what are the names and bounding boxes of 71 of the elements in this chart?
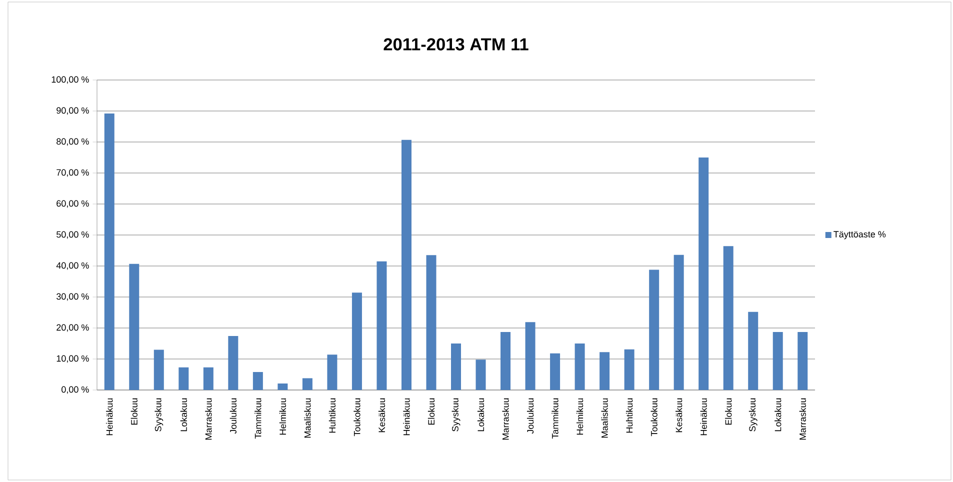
bar [278, 383, 288, 390]
bar [772, 332, 783, 390]
x-tick-label: Heinäkuu [106, 398, 113, 436]
x-tick-label: Lokakuu [774, 398, 782, 432]
bar [798, 332, 808, 390]
x-tick-label: Elokuu [428, 398, 435, 425]
x-tick-label: Huhtikuu [626, 398, 633, 433]
bar [104, 113, 114, 390]
x-tick-label: Lokakuu [180, 398, 187, 432]
legend-label: Täyttöaste % [834, 231, 886, 240]
x-tick-label: Syyskuu [748, 398, 758, 432]
x-tick-label: Syyskuu [154, 398, 164, 432]
x-tick-label: Heinäkuu [403, 398, 410, 436]
x-tick-label: Helmikuu [279, 398, 286, 435]
bar [698, 158, 709, 390]
x-tick-label: Marraskuu [502, 398, 509, 440]
bar [178, 367, 189, 390]
x-tick-label: Joulukuu [230, 398, 236, 434]
chart-title: 2011-2013 ATM 11 [384, 38, 528, 50]
x-tick-label: Lokakuu [477, 398, 484, 432]
x-tick-label: Heinäkuu [700, 398, 707, 436]
bar [748, 312, 758, 390]
bar [674, 254, 684, 390]
y-tick-label: 40,00 % [56, 262, 89, 270]
y-tick-label: 30,00 % [56, 293, 89, 301]
x-tick-label: Helmikuu [576, 398, 584, 435]
bar [500, 332, 511, 390]
bar [426, 255, 436, 390]
x-tick-label: Maaliskuu [304, 398, 311, 438]
bar [401, 140, 412, 390]
x-tick-label: Elokuu [130, 398, 138, 425]
x-tick-label: Joulukuu [526, 398, 534, 434]
bar [723, 246, 734, 390]
bar [352, 292, 362, 390]
bar [302, 378, 312, 390]
x-tick-label: Marraskuu [205, 398, 212, 440]
x-tick-label: Kesäkuu [378, 398, 386, 432]
x-tick-label: Toukokuu [650, 398, 658, 436]
bar [649, 270, 660, 390]
y-tick-label: 60,00 % [56, 200, 89, 208]
bar [525, 322, 536, 390]
y-tick-label: 0,00 % [62, 386, 89, 394]
bar [252, 372, 263, 390]
x-tick-label: Tammikuu [254, 398, 262, 439]
x-tick-label: Elokuu [725, 398, 732, 425]
y-tick-label: 10,00 % [56, 355, 89, 363]
bar [327, 354, 338, 390]
bar [203, 367, 214, 390]
y-tick-label: 70,00 % [56, 169, 89, 177]
bar [600, 352, 610, 390]
y-tick-label: 50,00 % [56, 231, 89, 239]
x-tick-label: Huhtikuu [328, 398, 336, 433]
y-tick-label: 20,00 % [56, 324, 89, 332]
y-tick-label: 100,00 % [52, 76, 89, 84]
bar [451, 344, 462, 390]
x-tick-label: Marraskuu [799, 398, 806, 440]
x-tick-label: Syyskuu [452, 398, 460, 432]
bar [574, 344, 585, 390]
bar [476, 360, 486, 390]
x-tick-label: Maaliskuu [601, 398, 608, 438]
bar [624, 349, 634, 390]
bar [550, 353, 560, 390]
y-tick-label: 90,00 % [56, 107, 89, 115]
bar [154, 350, 164, 390]
bar [376, 261, 387, 390]
x-tick-label: Toukokuu [354, 398, 360, 436]
bar [228, 336, 238, 390]
y-tick-label: 80,00 % [56, 138, 89, 146]
bar [129, 264, 140, 390]
x-tick-label: Kesäkuu [676, 398, 682, 432]
x-tick-label: Tammikuu [552, 398, 558, 439]
